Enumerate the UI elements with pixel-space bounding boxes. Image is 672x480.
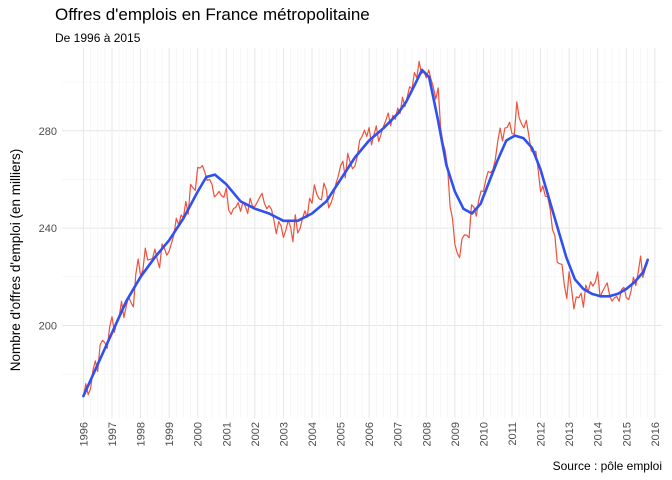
x-tick-label: 1997 <box>107 422 119 446</box>
y-axis-ticks: 200 240 280 <box>39 126 57 333</box>
x-axis-ticks: 1996 1997 1998 1999 2000 2001 2002 2003 2004 2005… <box>78 422 661 446</box>
x-tick-label: 2015 <box>621 422 633 446</box>
chart-title: Offres d'emplois en France métropolitain… <box>55 5 370 24</box>
x-tick-label: 2002 <box>250 422 262 446</box>
x-tick-label: 2008 <box>421 422 433 446</box>
x-tick-label: 2012 <box>536 422 548 446</box>
smoothed-series-line <box>82 68 649 398</box>
x-tick-label: 2001 <box>221 422 233 446</box>
x-tick-label: 2004 <box>307 422 319 446</box>
x-tick-label: 2000 <box>193 422 205 446</box>
grid <box>62 48 662 418</box>
y-tick-label: 240 <box>39 223 57 235</box>
x-tick-label: 2009 <box>450 422 462 446</box>
series <box>82 60 649 398</box>
x-tick-label: 2003 <box>278 422 290 446</box>
x-tick-label: 2007 <box>393 422 405 446</box>
x-tick-label: 1998 <box>136 422 148 446</box>
y-axis-title: Nombre d'offres d'emploi (en milliers) <box>8 149 23 371</box>
x-tick-label: 1999 <box>164 422 176 446</box>
x-tick-label: 2011 <box>507 422 519 446</box>
x-tick-label: 2006 <box>364 422 376 446</box>
x-tick-label: 2005 <box>336 422 348 446</box>
x-tick-label: 2016 <box>650 422 662 446</box>
x-tick-label: 2010 <box>478 422 490 446</box>
x-tick-label: 1996 <box>78 422 90 446</box>
chart-subtitle: De 1996 à 2015 <box>55 31 141 45</box>
x-tick-label: 2013 <box>564 422 576 446</box>
chart-caption: Source : pôle emploi <box>552 459 662 473</box>
raw-series-line <box>82 60 649 397</box>
y-tick-label: 200 <box>39 321 57 333</box>
y-tick-label: 280 <box>39 126 57 138</box>
x-tick-label: 2014 <box>593 422 605 446</box>
